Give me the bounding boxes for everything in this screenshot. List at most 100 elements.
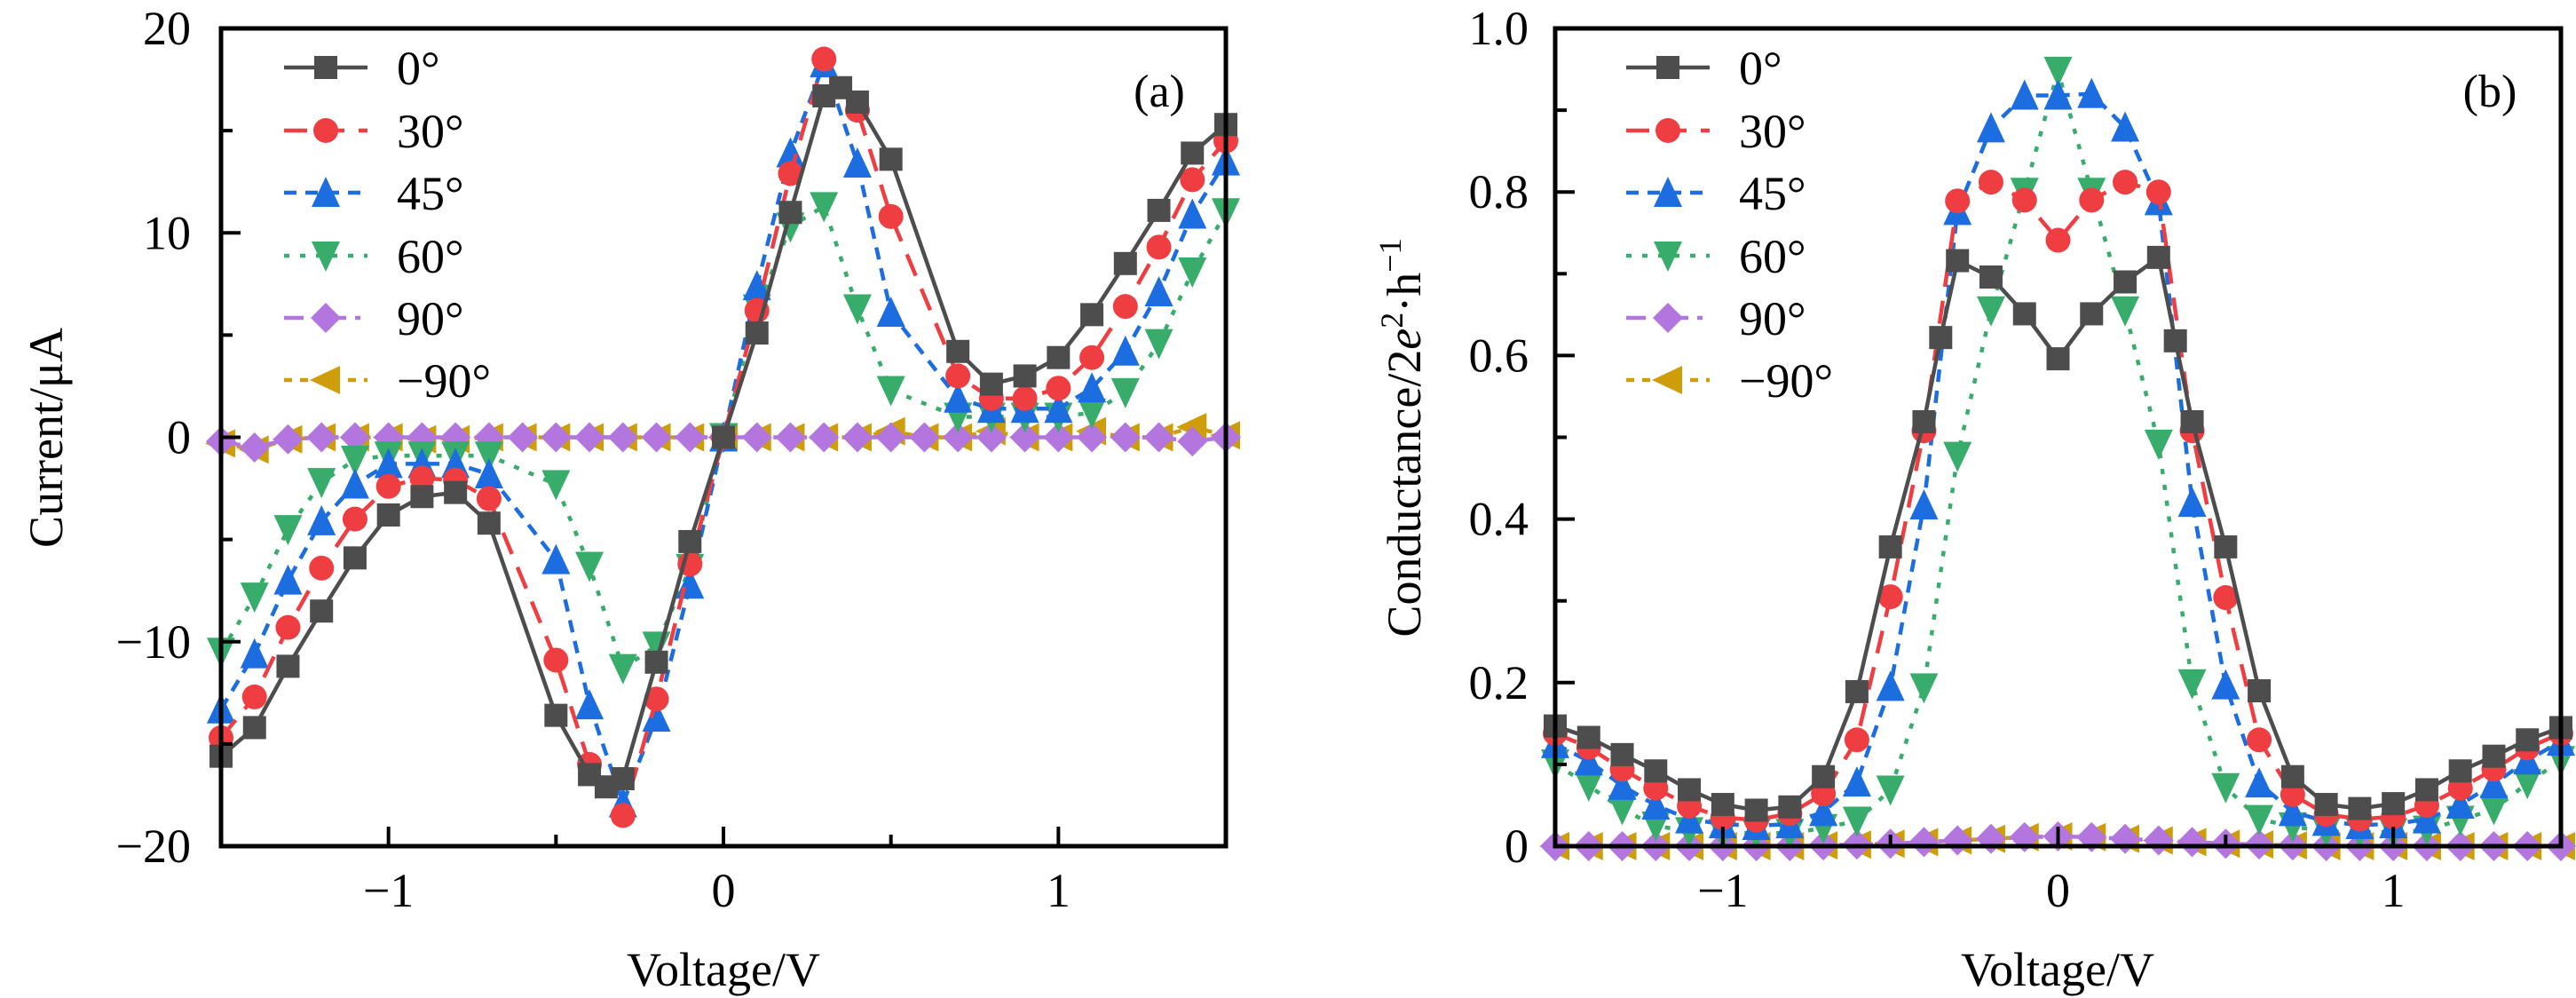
data-point xyxy=(1711,793,1734,817)
data-point xyxy=(1181,141,1205,165)
data-point xyxy=(410,485,434,509)
data-point xyxy=(477,511,501,535)
data-point xyxy=(2479,768,2509,799)
data-point xyxy=(810,192,839,223)
data-point xyxy=(1043,422,1074,453)
legend-item-90deg: 90° xyxy=(1626,292,1806,345)
data-point xyxy=(2177,487,2207,518)
legend-label: 90° xyxy=(397,292,464,345)
legend-marker xyxy=(1654,177,1682,207)
data-point xyxy=(1044,392,1073,424)
data-point xyxy=(1078,398,1107,429)
data-point xyxy=(1878,535,1902,558)
data-point xyxy=(2245,804,2274,836)
data-point xyxy=(1046,376,1071,401)
data-point xyxy=(240,582,269,614)
legend-marker xyxy=(314,56,337,79)
legend-label: 30° xyxy=(397,105,464,158)
data-point xyxy=(1744,798,1768,822)
series-30deg xyxy=(1543,170,2573,833)
data-point xyxy=(342,506,367,532)
legend-item-45deg: 45° xyxy=(1626,167,1806,220)
legend-marker xyxy=(1654,242,1682,272)
data-point xyxy=(306,422,337,453)
data-point xyxy=(2177,669,2207,700)
data-point xyxy=(1077,422,1108,453)
legend-label: 30° xyxy=(1739,105,1806,158)
data-point xyxy=(1576,725,1600,749)
legend-marker xyxy=(310,366,340,394)
series-0deg xyxy=(209,75,1237,799)
legend-marker xyxy=(1655,118,1680,143)
panel-b-x-axis-title: Voltage/V xyxy=(1961,943,2154,996)
data-point xyxy=(1877,584,1903,610)
data-point xyxy=(2043,79,2073,110)
panel-b-conductance: −1 0 100.20.40.60.81.0 0°30°45°60°90°−90° … xyxy=(1372,2,2576,996)
legend-label: 0° xyxy=(397,42,440,95)
y-tick-label: 0 xyxy=(167,411,191,464)
series-line xyxy=(1553,91,2563,828)
series-60deg xyxy=(1541,56,2575,850)
data-point xyxy=(273,424,304,455)
data-point xyxy=(307,468,336,499)
data-point xyxy=(976,422,1007,453)
data-point xyxy=(474,457,503,488)
data-point xyxy=(2145,179,2171,205)
y-tick-label: 1.0 xyxy=(1469,2,1529,55)
data-point xyxy=(444,480,468,504)
data-point xyxy=(541,543,571,574)
data-point xyxy=(375,473,401,499)
data-point xyxy=(1078,372,1107,403)
panel-a-legend: 0° 30° 45° 60° 90° −90° xyxy=(284,42,491,408)
data-point xyxy=(842,422,873,453)
data-point xyxy=(1845,679,1869,703)
data-point xyxy=(1945,188,1971,214)
legend-item-0deg: 0° xyxy=(284,42,440,95)
y-tick-label: −10 xyxy=(116,615,191,669)
data-point xyxy=(2211,669,2240,700)
panel-b-tick-labels: −1 0 1 0 0.2 0.4 0.6 0.8 1.0 xyxy=(1469,2,2406,917)
data-point xyxy=(1844,727,1869,753)
data-point xyxy=(875,422,906,453)
data-point xyxy=(607,422,638,453)
series-line xyxy=(219,204,1228,670)
data-point xyxy=(876,376,905,407)
series-90deg xyxy=(206,422,1241,463)
data-point xyxy=(1144,329,1173,360)
legend-item-30deg: 30° xyxy=(1626,105,1806,158)
data-point xyxy=(242,716,266,740)
data-point xyxy=(273,564,303,595)
panel-b-series xyxy=(1539,56,2576,861)
legend-label: 90° xyxy=(1739,292,1806,345)
data-point xyxy=(310,599,334,623)
data-point xyxy=(644,650,668,674)
data-point xyxy=(1908,827,1940,858)
data-point xyxy=(1842,806,1871,837)
legend-label: 45° xyxy=(1739,167,1806,220)
data-point xyxy=(943,422,974,453)
y-tick-label: −20 xyxy=(116,820,191,873)
data-point xyxy=(1146,234,1172,260)
x-tick-label: 0 xyxy=(2046,864,2070,917)
panel-b-y-title-e: e xyxy=(1378,329,1431,350)
data-point xyxy=(1976,296,2005,327)
data-point xyxy=(2278,796,2307,827)
x-tick-label: 1 xyxy=(2382,864,2406,917)
series-30deg xyxy=(209,46,1238,828)
legend-item-minus-90deg: −90° xyxy=(1626,354,1833,408)
data-point xyxy=(2163,329,2187,352)
data-point xyxy=(1909,673,1939,704)
data-point xyxy=(611,767,635,791)
y-tick-label: 20 xyxy=(143,2,191,55)
data-point xyxy=(273,515,303,546)
series-line xyxy=(1554,179,2562,822)
data-point xyxy=(1079,345,1105,370)
data-point xyxy=(2012,302,2036,326)
data-point xyxy=(1610,742,1634,766)
legend-item-0deg: 0° xyxy=(1626,42,1782,95)
data-point xyxy=(2482,744,2506,768)
panel-a-series xyxy=(205,46,1241,828)
data-point xyxy=(2414,778,2438,802)
data-point xyxy=(340,468,369,499)
